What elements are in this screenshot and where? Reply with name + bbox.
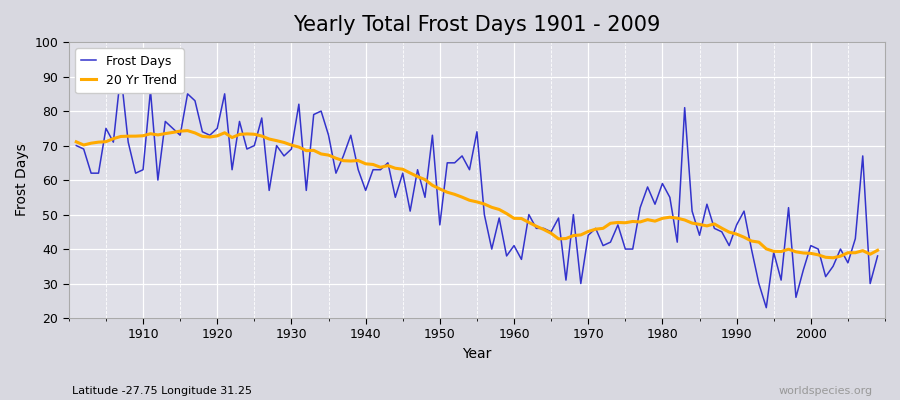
20 Yr Trend (182, 128, 193, 133)
20 Yr Trend (828, 255, 839, 260)
Frost Days (508, 243, 519, 248)
Frost Days (301, 188, 311, 193)
Text: worldspecies.org: worldspecies.org (778, 386, 873, 396)
Legend: Frost Days, 20 Yr Trend: Frost Days, 20 Yr Trend (75, 48, 184, 93)
20 Yr Trend (872, 248, 883, 253)
Frost Days (346, 133, 356, 138)
Frost Days (872, 254, 883, 258)
20 Yr Trend (516, 216, 526, 221)
Frost Days (760, 305, 771, 310)
20 Yr Trend (605, 221, 616, 226)
Frost Days (605, 240, 616, 244)
20 Yr Trend (130, 134, 141, 138)
20 Yr Trend (71, 140, 82, 144)
Frost Days (115, 71, 126, 76)
Frost Days (71, 143, 82, 148)
20 Yr Trend (346, 159, 356, 164)
Title: Yearly Total Frost Days 1901 - 2009: Yearly Total Frost Days 1901 - 2009 (293, 15, 661, 35)
Line: 20 Yr Trend: 20 Yr Trend (76, 131, 878, 258)
X-axis label: Year: Year (463, 347, 491, 361)
Line: Frost Days: Frost Days (76, 73, 878, 308)
Text: Latitude -27.75 Longitude 31.25: Latitude -27.75 Longitude 31.25 (72, 386, 252, 396)
Y-axis label: Frost Days: Frost Days (15, 144, 29, 216)
Frost Days (516, 257, 526, 262)
Frost Days (138, 167, 148, 172)
20 Yr Trend (508, 216, 519, 221)
20 Yr Trend (301, 148, 311, 153)
